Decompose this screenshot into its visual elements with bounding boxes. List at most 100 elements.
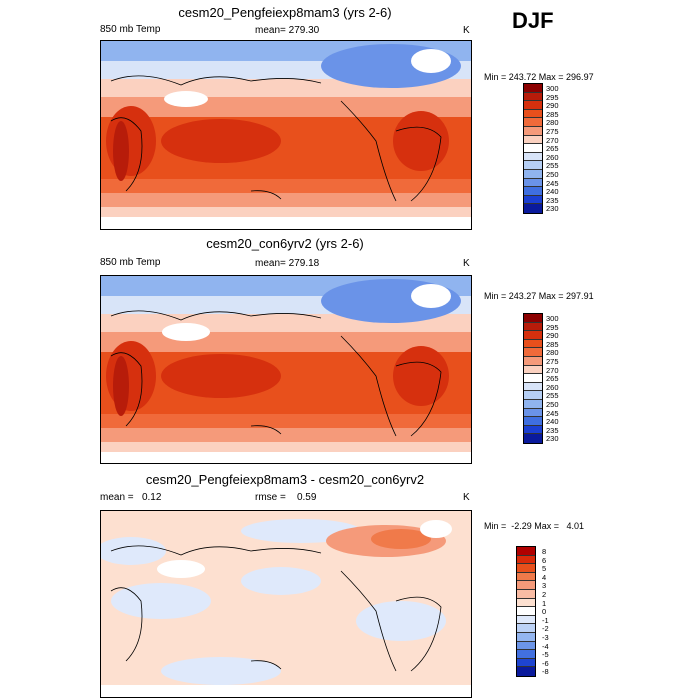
- panel3-units-label: K: [463, 492, 470, 503]
- panel1-colorbar-box: [524, 161, 542, 170]
- panel1-title: cesm20_Pengfeiexp8mam3 (yrs 2-6): [178, 5, 392, 20]
- panel2-colorbar-box: [524, 408, 542, 418]
- panel2-colorbar: [523, 313, 543, 444]
- colorbar-tick-label: 245: [546, 178, 559, 188]
- panel3-colorbar-box: [517, 547, 535, 556]
- colorbar-tick-label: -3: [542, 632, 549, 642]
- colorbar-tick-label: 300: [546, 84, 559, 93]
- panel1-colorbar-box: [524, 118, 542, 127]
- season-label: DJF: [512, 8, 554, 33]
- panel2-colorbar-box: [524, 391, 542, 400]
- panel2-colorbar-box: [524, 314, 542, 323]
- colorbar-tick-label: 5: [542, 564, 547, 574]
- panel3-colorbar-box: [517, 615, 535, 625]
- colorbar-tick-label: 275: [546, 126, 559, 136]
- colorbar-tick-label: 255: [546, 161, 559, 171]
- panel1-variable-label: 850 mb Temp: [100, 24, 161, 35]
- panel1-colorbar-box: [524, 84, 542, 93]
- colorbar-tick-label: 260: [546, 152, 559, 162]
- panel2-colorbar-box: [524, 374, 542, 383]
- panel3-colorbar-box: [517, 589, 535, 599]
- colorbar-tick-label: 230: [546, 434, 559, 444]
- colorbar-tick-label: 235: [546, 195, 559, 205]
- colorbar-tick-label: 265: [546, 374, 559, 384]
- panel1-colorbar: [523, 83, 543, 214]
- panel3-colorbar-box: [517, 555, 535, 565]
- panel3-colorbar-box: [517, 632, 535, 642]
- panel2-mean-label: mean= 279.18: [255, 258, 320, 269]
- panel1-map: [100, 40, 472, 230]
- panel1-mean-label: mean= 279.30: [255, 25, 320, 36]
- colorbar-tick-label: 255: [546, 391, 559, 401]
- colorbar-tick-label: 280: [546, 348, 559, 358]
- colorbar-tick-label: 235: [546, 425, 559, 435]
- colorbar-tick-label: 250: [546, 399, 559, 409]
- panel3-colorbar-box: [517, 607, 535, 616]
- panel3-colorbar-box: [517, 650, 535, 659]
- panel3-colorbar: [516, 546, 536, 677]
- panel3-colorbar-box: [517, 667, 535, 676]
- colorbar-tick-label: 260: [546, 382, 559, 392]
- colorbar-tick-label: 240: [546, 187, 559, 197]
- panel2-colorbar-box: [524, 331, 542, 340]
- colorbar-tick-label: 270: [546, 135, 559, 145]
- panel1-colorbar-box: [524, 135, 542, 145]
- panel1-units-label: K: [463, 25, 470, 36]
- colorbar-tick-label: -1: [542, 615, 549, 625]
- panel1-colorbar-box: [524, 152, 542, 162]
- panel1-colorbar-box: [524, 126, 542, 136]
- panel1-colorbar-box: [524, 92, 542, 102]
- panel3-map: [100, 510, 472, 698]
- colorbar-tick-label: -6: [542, 658, 549, 668]
- colorbar-tick-label: 0: [542, 607, 547, 617]
- colorbar-tick-label: 300: [546, 314, 559, 323]
- panel1-colorbar-box: [524, 101, 542, 110]
- colorbar-tick-label: 290: [546, 101, 559, 111]
- panel2-title: cesm20_con6yrv2 (yrs 2-6): [206, 236, 364, 251]
- panel3-colorbar-box: [517, 572, 535, 582]
- colorbar-tick-label: 230: [546, 204, 559, 214]
- panel1-colorbar-box: [524, 187, 542, 196]
- colorbar-tick-label: -4: [542, 641, 549, 651]
- panel1-colorbar-labels: 300 295 290 285 280 275 270 265 260 255 …: [546, 85, 559, 213]
- colorbar-tick-label: 285: [546, 339, 559, 349]
- panel3-colorbar-box: [517, 624, 535, 633]
- colorbar-tick-label: 270: [546, 365, 559, 375]
- panel1-colorbar-box: [524, 178, 542, 188]
- colorbar-tick-label: 1: [542, 598, 547, 608]
- panel2-colorbar-box: [524, 399, 542, 409]
- colorbar-tick-label: 2: [542, 589, 547, 599]
- panel1-colorbar-box: [524, 195, 542, 205]
- colorbar-tick-label: -8: [542, 667, 549, 677]
- panel1-colorbar-box: [524, 169, 542, 179]
- colorbar-tick-label: 285: [546, 109, 559, 119]
- colorbar-tick-label: 295: [546, 92, 559, 102]
- panel2-colorbar-box: [524, 339, 542, 349]
- panel1-min-max: Min = 243.72 Max = 296.97: [484, 72, 594, 82]
- panel2-colorbar-box: [524, 356, 542, 366]
- panel2-colorbar-box: [524, 425, 542, 435]
- colorbar-tick-label: 4: [542, 572, 547, 582]
- colorbar-tick-label: 295: [546, 322, 559, 332]
- panel2-units-label: K: [463, 258, 470, 269]
- panel3-rmse-label: rmse = 0.59: [255, 492, 317, 503]
- panel2-colorbar-box: [524, 434, 542, 443]
- panel2-colorbar-box: [524, 348, 542, 357]
- colorbar-tick-label: 265: [546, 144, 559, 154]
- panel3-min-max: Min = -2.29 Max = 4.01: [484, 521, 585, 531]
- colorbar-tick-label: -5: [542, 650, 549, 660]
- colorbar-tick-label: 250: [546, 169, 559, 179]
- colorbar-tick-label: 8: [542, 547, 547, 556]
- colorbar-tick-label: 6: [542, 555, 547, 565]
- colorbar-tick-label: -2: [542, 624, 549, 634]
- panel3-title: cesm20_Pengfeiexp8mam3 - cesm20_con6yrv2: [145, 472, 425, 487]
- panel3-mean-label: mean = 0.12: [100, 492, 162, 503]
- colorbar-tick-label: 245: [546, 408, 559, 418]
- colorbar-tick-label: 290: [546, 331, 559, 341]
- panel2-map: [100, 275, 472, 464]
- panel1-colorbar-box: [524, 204, 542, 213]
- colorbar-tick-label: 280: [546, 118, 559, 128]
- panel2-colorbar-box: [524, 382, 542, 392]
- panel1-colorbar-box: [524, 109, 542, 119]
- panel3-colorbar-box: [517, 641, 535, 651]
